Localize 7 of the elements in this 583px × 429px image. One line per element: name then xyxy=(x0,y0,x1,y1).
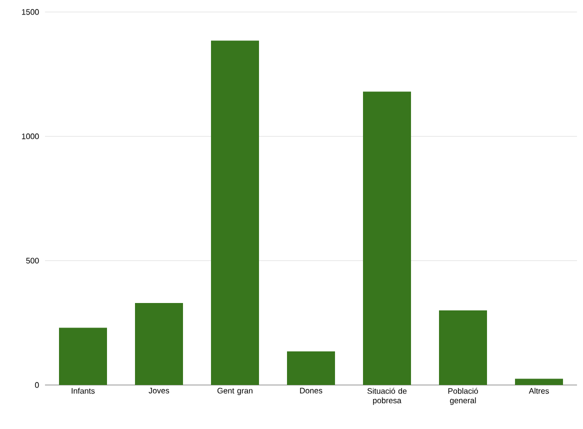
bar xyxy=(439,310,488,385)
bar xyxy=(515,378,564,385)
bar xyxy=(287,351,336,385)
bar xyxy=(211,40,260,385)
bar xyxy=(59,328,107,385)
bar xyxy=(363,92,412,385)
bar xyxy=(135,302,183,385)
